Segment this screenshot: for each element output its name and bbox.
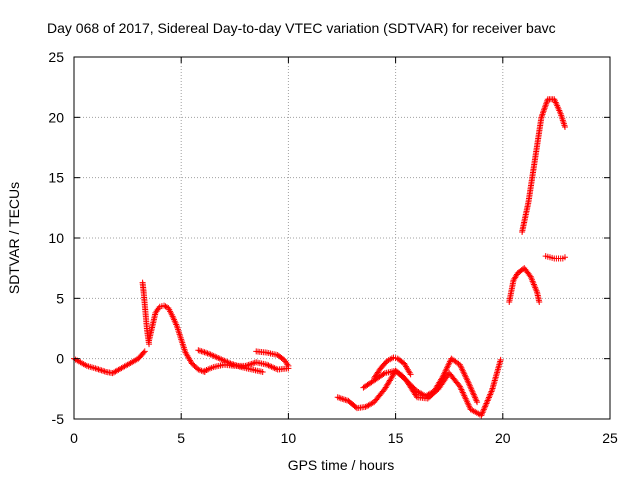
data-point: [259, 368, 266, 375]
data-point: [466, 381, 473, 388]
data-point: [468, 385, 475, 392]
data-point: [407, 371, 414, 378]
data-point: [196, 347, 203, 354]
data-point: [472, 394, 479, 401]
data-point: [465, 379, 472, 386]
y-tick-label: -5: [52, 411, 65, 427]
data-point: [486, 393, 493, 400]
data-point: [480, 406, 487, 413]
series-segment-3: [146, 302, 208, 375]
x-axis-label: GPS time / hours: [288, 457, 395, 473]
data-point: [487, 391, 494, 398]
data-point: [380, 371, 387, 378]
series-segment-12: [542, 253, 568, 262]
data-point: [474, 399, 481, 406]
x-tick-label: 20: [495, 430, 511, 446]
data-point: [337, 395, 344, 402]
y-tick-label: 15: [48, 170, 64, 186]
data-point: [561, 123, 568, 130]
data-point: [485, 394, 492, 401]
series-segment-2: [139, 279, 153, 348]
data-point: [195, 347, 202, 354]
data-point: [473, 397, 480, 404]
x-tick-label: 5: [177, 430, 185, 446]
data-point: [488, 388, 495, 395]
data-point: [468, 387, 475, 394]
data-point: [485, 395, 492, 402]
data-point: [478, 412, 485, 419]
series-segment-5: [195, 347, 266, 375]
x-tick-label: 25: [602, 430, 618, 446]
data-point: [470, 390, 477, 397]
y-tick-label: 20: [48, 109, 64, 125]
data-point: [95, 366, 102, 373]
data-point: [334, 394, 341, 401]
data-point: [482, 403, 489, 410]
y-tick-label: 0: [56, 351, 64, 367]
series-segment-1: [71, 348, 148, 377]
data-point: [250, 360, 257, 367]
data-point: [484, 397, 491, 404]
data-point: [497, 356, 504, 363]
data-point: [98, 367, 105, 374]
data-point: [93, 365, 100, 372]
data-point: [285, 362, 292, 369]
data-point: [536, 298, 543, 305]
data-point: [469, 388, 476, 395]
data-point: [100, 367, 107, 374]
data-point: [484, 398, 491, 405]
data-point: [467, 384, 474, 391]
series-segment-10: [506, 265, 543, 305]
y-axis-label: SDTVAR / TECUs: [6, 182, 22, 294]
data-point: [487, 390, 494, 397]
data-point: [248, 360, 255, 367]
data-point: [336, 394, 343, 401]
x-tick-label: 15: [388, 430, 404, 446]
data-point: [198, 348, 205, 355]
series-segment-7: [334, 356, 504, 419]
x-tick-label: 0: [70, 430, 78, 446]
y-tick-label: 10: [48, 230, 64, 246]
y-tick-label: 25: [48, 49, 64, 65]
y-tick-label: 5: [56, 290, 64, 306]
data-point: [340, 396, 347, 403]
chart-title: Day 068 of 2017, Sidereal Day-to-day VTE…: [47, 20, 556, 36]
axis-ticks: 0 5 10 15 20 25 -5 0 5 10 15 20 25: [48, 49, 618, 446]
data-point: [141, 348, 148, 355]
series-segment-6: [253, 348, 292, 369]
data-point: [482, 401, 489, 408]
data-point: [201, 349, 208, 356]
series-segment-8: [360, 355, 481, 406]
data-point: [140, 349, 147, 356]
data-point: [481, 404, 488, 411]
data-point: [561, 254, 568, 261]
series-segment-9: [371, 354, 414, 381]
data-point: [480, 407, 487, 414]
data-point: [483, 400, 490, 407]
data-point: [339, 395, 346, 402]
data-point: [471, 393, 478, 400]
data-marks: [71, 96, 568, 419]
series-segment-11: [519, 96, 568, 235]
data-point: [101, 368, 108, 375]
data-point: [97, 366, 104, 373]
data-point: [466, 382, 473, 389]
data-point: [472, 396, 479, 403]
data-point: [470, 391, 477, 398]
data-point: [479, 409, 486, 416]
data-point: [478, 410, 485, 417]
data-point: [199, 348, 206, 355]
grid-lines: [74, 57, 610, 419]
data-point: [352, 404, 359, 411]
x-tick-label: 10: [281, 430, 297, 446]
